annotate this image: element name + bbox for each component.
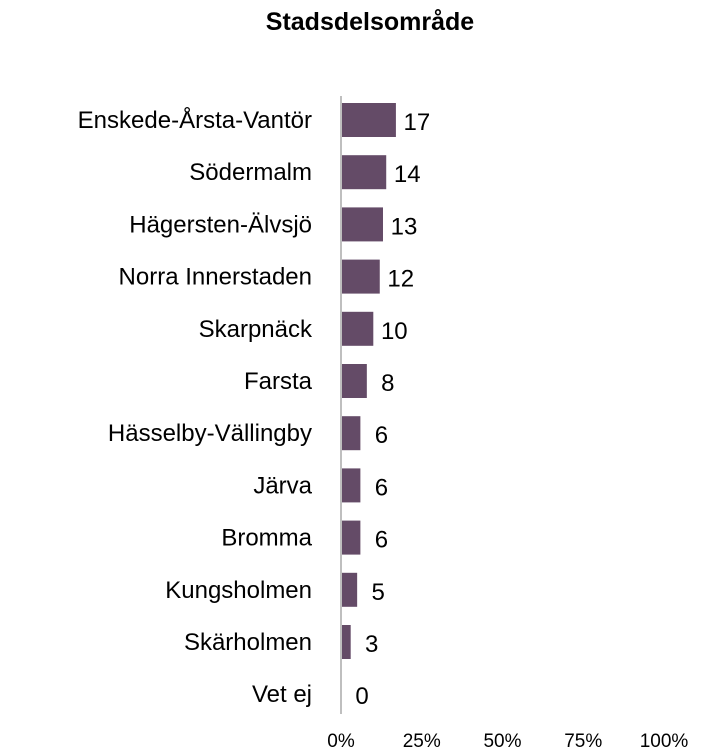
bar — [341, 572, 358, 607]
value-label: 13 — [391, 213, 418, 240]
bar — [341, 416, 361, 451]
category-label: Skärholmen — [184, 629, 312, 656]
x-tick-label: 0% — [327, 731, 355, 750]
bar — [341, 207, 383, 242]
chart-title: Stadsdelsområde — [266, 8, 475, 36]
category-label: Skarpnäck — [199, 316, 313, 343]
value-label: 6 — [375, 527, 388, 554]
value-label: 6 — [375, 422, 388, 449]
category-label: Hässelby-Vällingby — [108, 420, 312, 447]
value-label: 6 — [375, 474, 388, 501]
value-label: 10 — [381, 318, 408, 345]
x-tick-label: 50% — [483, 731, 521, 750]
category-label: Norra Innerstaden — [119, 264, 312, 291]
category-labels: Enskede-Årsta-Vantör Södermalm Hägersten-Ä… — [78, 106, 313, 708]
bar — [341, 520, 361, 555]
x-tick-label: 100% — [640, 731, 689, 750]
category-label: Bromma — [221, 525, 312, 552]
value-label: 8 — [381, 370, 394, 397]
value-label: 17 — [404, 109, 431, 136]
value-label: 12 — [387, 266, 414, 293]
category-label: Vet ej — [252, 681, 312, 708]
bar — [341, 468, 361, 503]
value-label: 3 — [365, 631, 378, 658]
bars-group — [341, 103, 396, 659]
bar — [341, 103, 396, 137]
value-label: 0 — [355, 683, 368, 710]
category-label: Kungsholmen — [165, 577, 312, 604]
x-tick-label: 25% — [403, 731, 441, 750]
bar — [341, 259, 380, 294]
category-label: Enskede-Årsta-Vantör — [78, 106, 312, 134]
x-tick-label: 75% — [564, 731, 602, 750]
category-label: Hägersten-Älvsjö — [129, 211, 312, 238]
bar — [341, 155, 387, 190]
bar — [341, 364, 367, 398]
bar — [341, 311, 374, 346]
category-label: Farsta — [244, 368, 313, 395]
category-label: Södermalm — [189, 159, 312, 186]
bar — [341, 625, 351, 659]
value-labels: 17 14 13 12 10 8 6 6 6 5 3 0 — [355, 109, 430, 710]
category-label: Järva — [253, 472, 312, 499]
x-tick-labels: 0% 25% 50% 75% 100% — [327, 731, 688, 750]
value-label: 5 — [371, 579, 384, 606]
value-label: 14 — [394, 161, 421, 188]
